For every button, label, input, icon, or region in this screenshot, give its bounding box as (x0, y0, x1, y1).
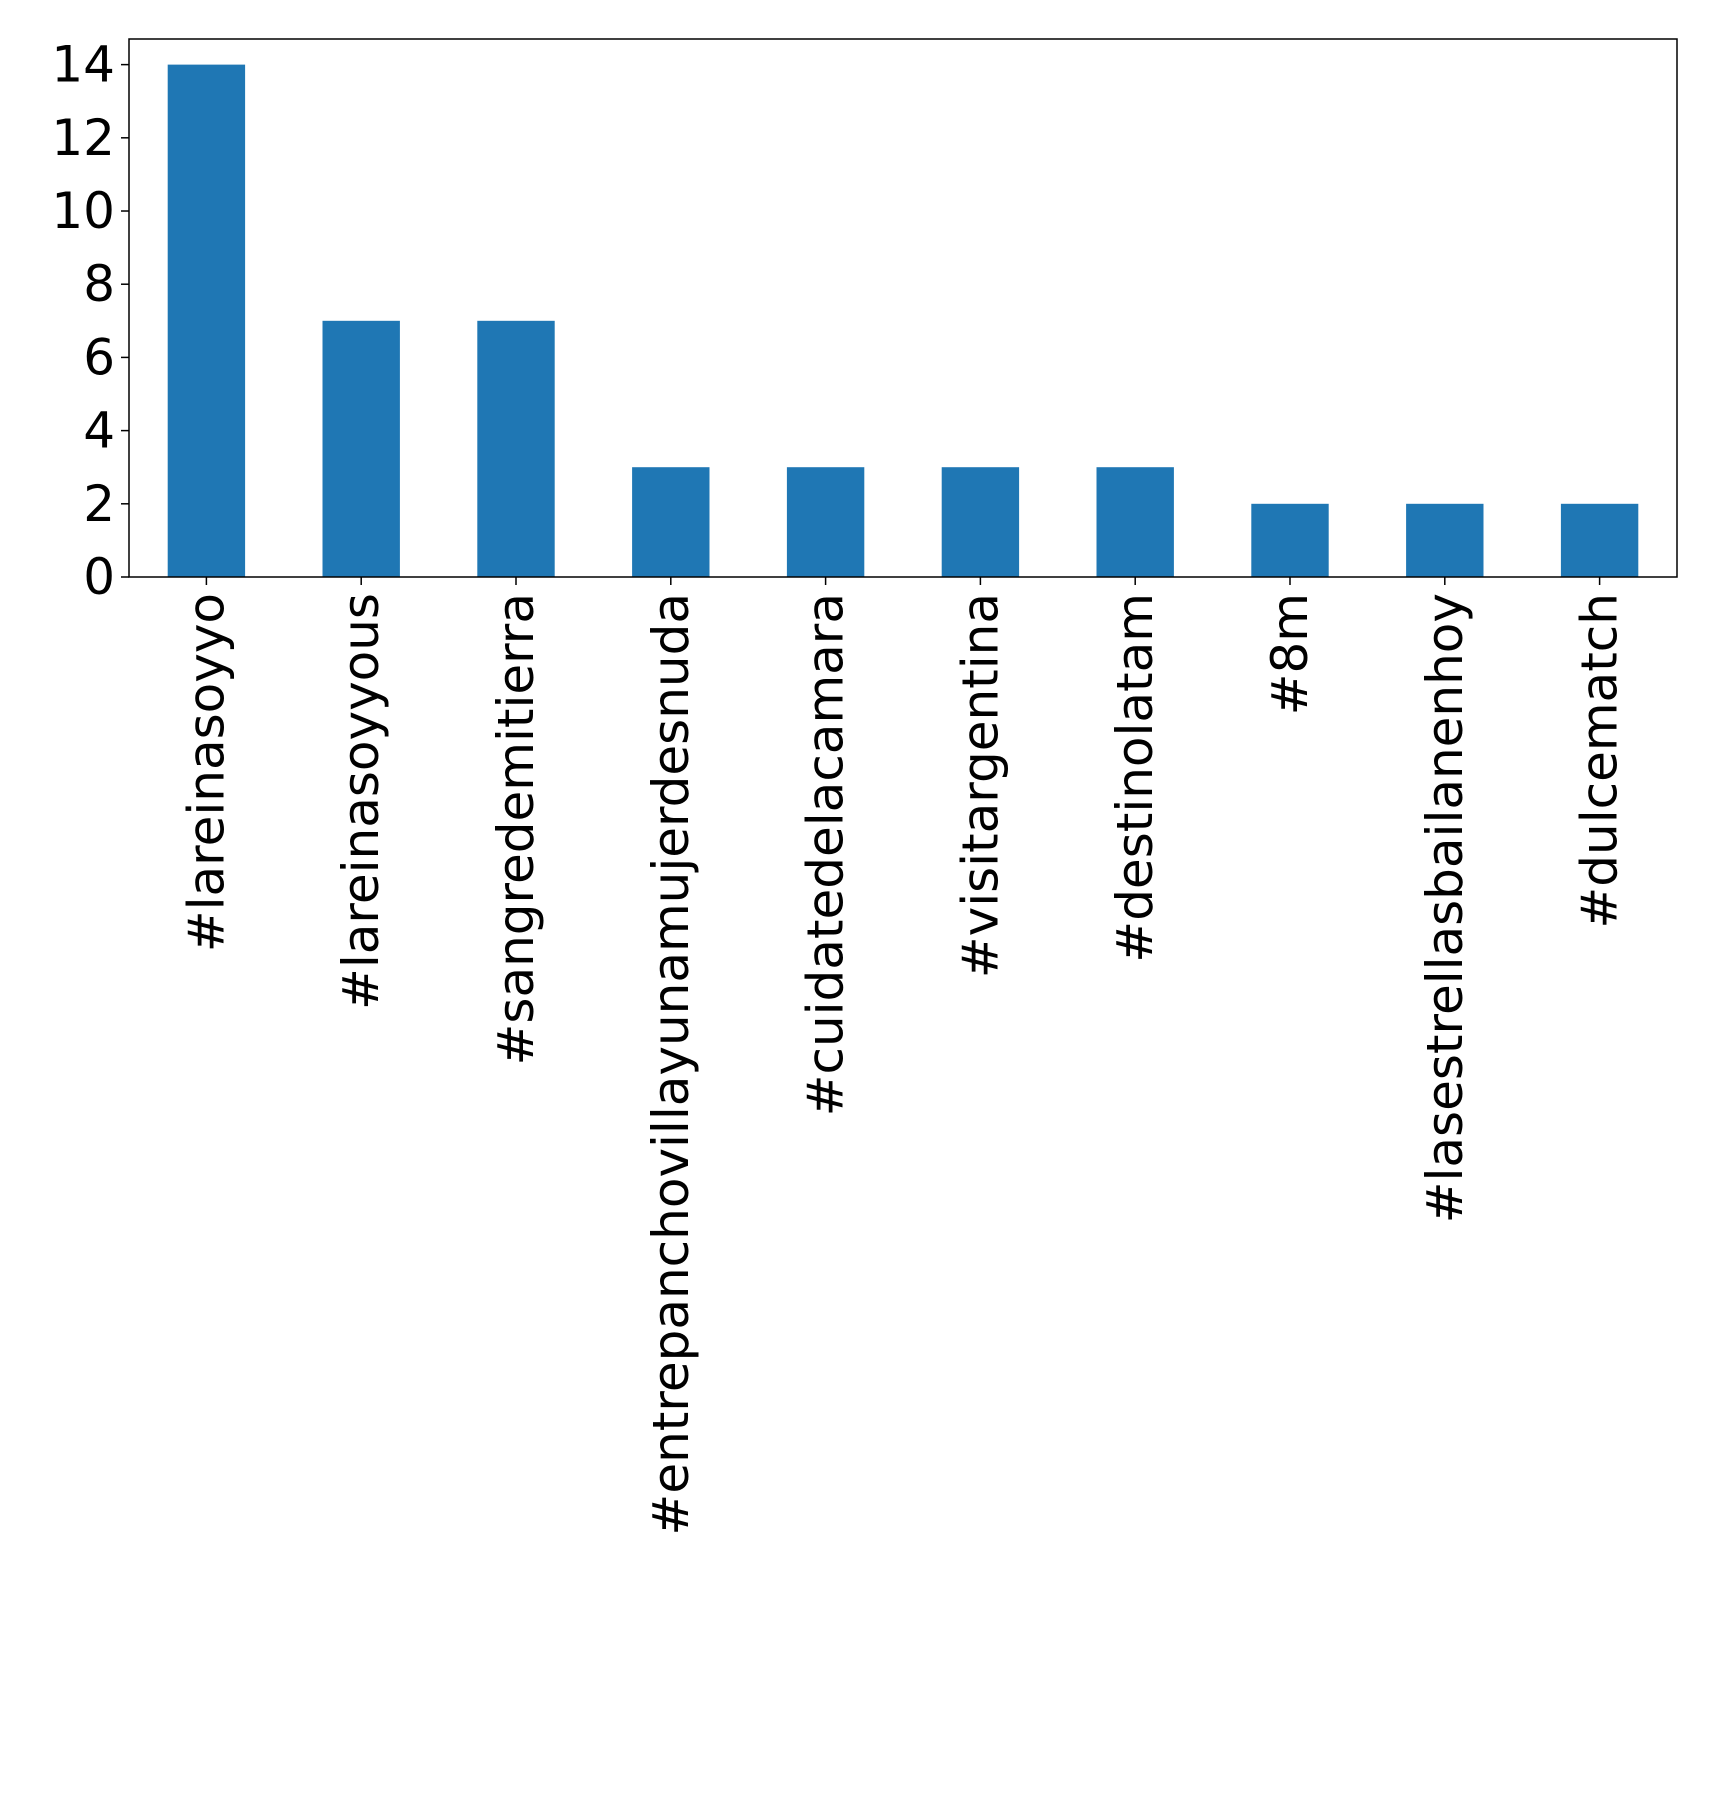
plot-frame (128, 38, 1678, 578)
y-tick-label: 0 (83, 548, 115, 606)
x-axis: #lareinasoyyo #lareinasoyyous #sangredemit… (177, 577, 1629, 1536)
x-tick-label: #entrepanchovillayunamujerdesnuda (642, 593, 700, 1536)
bar-8 (1406, 503, 1484, 577)
bar-9 (1560, 503, 1639, 577)
x-tick-label: #visitargentina (951, 593, 1009, 978)
x-tick-label: #destinolatam (1106, 593, 1164, 963)
x-tick-label: #lasestrellasbailanenhoy (1416, 593, 1474, 1223)
bar-1 (322, 320, 400, 577)
bars-group (167, 64, 1639, 578)
bar-3 (632, 467, 710, 577)
y-tick-label: 6 (83, 328, 115, 386)
bar-7 (1251, 503, 1329, 577)
bar-6 (1096, 467, 1174, 577)
y-axis: 0 2 4 6 8 10 12 14 (51, 36, 129, 606)
y-tick-label: 14 (51, 36, 115, 94)
y-tick-label: 12 (51, 109, 115, 167)
bar-2 (477, 320, 555, 577)
x-tick-label: #sangredemitierra (487, 593, 545, 1065)
bar-4 (786, 467, 865, 577)
bar-5 (941, 467, 1020, 577)
bar-0 (167, 64, 246, 578)
y-tick-label: 10 (51, 182, 115, 240)
x-tick-label: #lareinasoyyous (332, 593, 390, 1010)
y-tick-label: 2 (83, 475, 115, 533)
x-tick-label: #8m (1261, 593, 1319, 715)
x-tick-label: #dulcematch (1571, 593, 1629, 929)
x-tick-label: #lareinasoyyo (177, 593, 235, 952)
y-tick-label: 4 (83, 402, 115, 460)
y-tick-label: 8 (83, 255, 115, 313)
x-tick-label: #cuidatedelacamara (797, 593, 855, 1116)
